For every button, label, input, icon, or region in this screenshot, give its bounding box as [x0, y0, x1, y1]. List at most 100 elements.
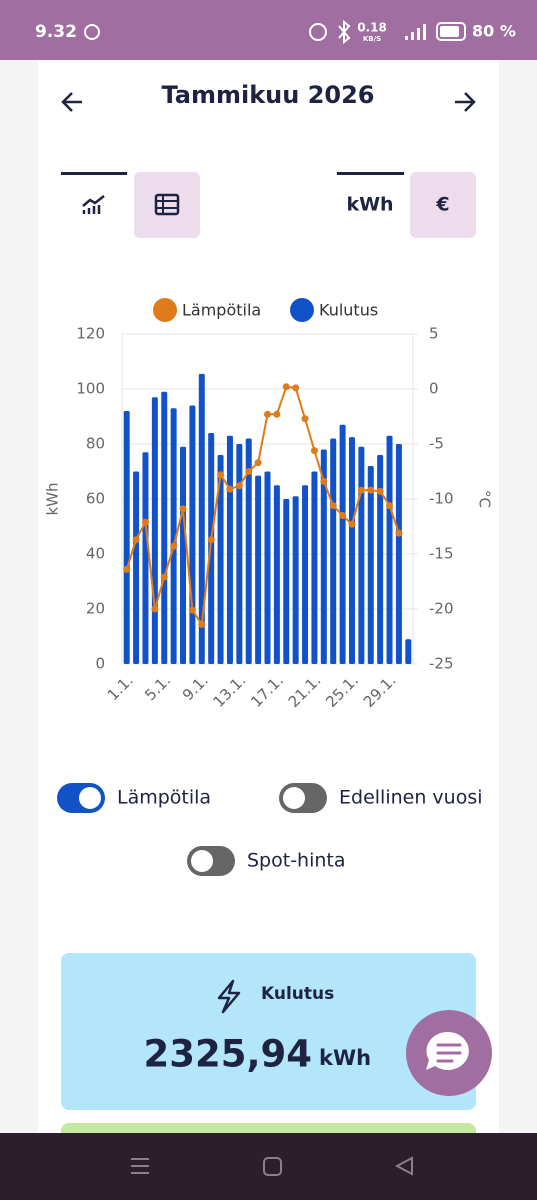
summary-value: 2325,94: [143, 1033, 312, 1076]
toggle-knob: [283, 787, 305, 809]
bar: [339, 424, 346, 664]
bar: [226, 435, 233, 664]
bar: [302, 485, 309, 664]
toggle-label: Edellinen vuosi: [339, 787, 483, 809]
point: [198, 620, 206, 628]
toggle-label: Spot-hinta: [247, 850, 346, 872]
point: [188, 606, 196, 614]
active-indicator: [61, 172, 127, 175]
toggle-label: Lämpötila: [117, 787, 211, 809]
bar: [386, 435, 393, 664]
bar: [170, 408, 177, 664]
tab-bg: [134, 172, 200, 238]
point: [348, 520, 356, 528]
table-icon-lines: [156, 195, 178, 214]
bar: [273, 485, 280, 664]
next-month[interactable]: [455, 92, 476, 112]
point: [367, 486, 375, 494]
point: [386, 502, 394, 510]
bar: [395, 444, 402, 664]
prev-month[interactable]: [61, 92, 82, 112]
bolt-icon: [217, 979, 241, 1014]
chat-lines: [436, 1043, 462, 1063]
point: [160, 573, 168, 581]
y-axis-label: kWh: [44, 482, 62, 515]
bar: [133, 471, 140, 664]
bar: [367, 466, 374, 664]
nav-menu[interactable]: [131, 1158, 149, 1174]
toggle[interactable]: Edellinen vuosi: [279, 783, 483, 813]
point: [376, 487, 384, 495]
point: [207, 536, 215, 544]
battery-level: [440, 26, 459, 37]
bar: [330, 438, 337, 664]
y2-tick-label: -10: [429, 490, 454, 508]
kwh-tab[interactable]: kWh: [337, 172, 404, 216]
summary-label: Kulutus: [261, 984, 334, 1004]
y-tick-label: 60: [86, 490, 105, 508]
bar: [358, 446, 365, 664]
point: [245, 468, 253, 475]
bar: [348, 437, 355, 664]
chat-button[interactable]: [406, 1010, 492, 1096]
point: [357, 486, 365, 494]
legend-swatch: [153, 298, 177, 322]
chart-icon: [82, 195, 105, 214]
bar: [217, 455, 224, 664]
point: [226, 485, 234, 493]
point: [132, 536, 140, 544]
bar: [198, 373, 205, 664]
point: [395, 529, 403, 537]
nav-home[interactable]: [263, 1157, 282, 1176]
point: [217, 471, 225, 479]
active-indicator: [337, 172, 404, 175]
toggle-knob: [191, 850, 213, 872]
y2-tick-label: -25: [429, 655, 454, 673]
y-tick-label: 0: [95, 655, 105, 673]
y-tick-label: 100: [76, 380, 105, 398]
table-tab[interactable]: [134, 172, 200, 238]
point: [320, 477, 328, 485]
legend-swatch: [290, 298, 314, 322]
nav-back[interactable]: [394, 1156, 413, 1176]
point: [273, 410, 281, 418]
alarm-icon: [309, 23, 327, 41]
point: [254, 459, 262, 467]
net-speed-unit: KB/S: [363, 35, 381, 43]
summary-card: [61, 953, 476, 1110]
y2-tick-label: -20: [429, 600, 454, 618]
battery-text: 80 %: [472, 22, 516, 41]
signal-icon: [405, 24, 426, 40]
bar: [236, 444, 243, 664]
point: [301, 415, 309, 423]
bar: [142, 452, 149, 664]
point: [123, 565, 131, 573]
bar: [283, 499, 290, 664]
summary-unit: kWh: [319, 1046, 371, 1070]
legend-label: Lämpötila: [182, 301, 261, 320]
nav-bar: [0, 1133, 537, 1200]
bar: [264, 471, 271, 664]
bar: [123, 411, 130, 664]
point: [179, 505, 187, 513]
toggle[interactable]: Lämpötila: [57, 783, 211, 813]
bar: [245, 438, 252, 664]
net-speed: 0.18: [357, 21, 387, 35]
tab-label: €: [435, 194, 449, 216]
bar: [161, 391, 168, 664]
point: [170, 542, 178, 550]
bar: [189, 405, 196, 664]
point: [339, 512, 347, 519]
table-icon: [154, 193, 180, 216]
euro-tab[interactable]: €: [410, 172, 476, 238]
bar: [292, 496, 299, 664]
toggles: Lämpötila Edellinen vuosi Spot-hinta: [57, 783, 483, 876]
time: 9.32: [35, 22, 77, 42]
toggle[interactable]: Spot-hinta: [187, 846, 346, 876]
bar: [180, 446, 187, 664]
toggle-knob: [79, 787, 101, 809]
chart-tab[interactable]: [61, 172, 127, 214]
tab-bg: [410, 172, 476, 238]
y2-tick-label: -5: [429, 435, 444, 453]
